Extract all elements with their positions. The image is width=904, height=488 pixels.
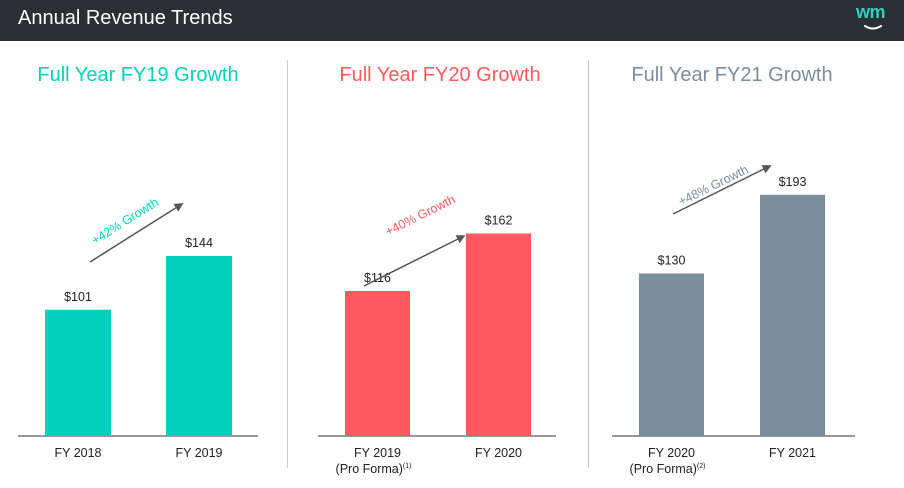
category-label: FY 2019 [354, 446, 401, 460]
growth-label: +48% Growth [676, 162, 750, 208]
category-label: FY 2021 [769, 446, 816, 460]
category-sublabel: (Pro Forma)(2) [630, 462, 706, 476]
category-label: FY 2020 [475, 446, 522, 460]
growth-label: +40% Growth [383, 192, 457, 239]
panel-title-fy21: Full Year FY21 Growth [631, 64, 833, 86]
bar-fy-2019 [166, 256, 232, 436]
category-label: FY 2018 [54, 446, 101, 460]
company-logo: wm [856, 2, 890, 32]
header-bar: Annual Revenue Trends wm [0, 0, 904, 41]
growth-arrow [89, 203, 184, 263]
footnote-marker: (2) [697, 463, 706, 470]
growth-arrow [672, 165, 772, 215]
value-label: $162 [485, 214, 513, 228]
logo-smile-icon [864, 25, 882, 30]
page-title: Annual Revenue Trends [18, 7, 233, 29]
panel-divider-1 [287, 60, 288, 468]
value-label: $130 [658, 254, 686, 268]
panel-title-fy19: Full Year FY19 Growth [37, 64, 239, 86]
footnote-marker: (1) [403, 463, 412, 470]
panel-divider-2 [588, 60, 589, 468]
category-sublabel: (Pro Forma)(1) [336, 462, 412, 476]
value-label: $144 [185, 236, 213, 250]
logo-wordmark: wm [856, 2, 886, 22]
category-label: FY 2019 [175, 446, 222, 460]
bar-fy-2019 [345, 291, 410, 436]
bar-fy-2020 [466, 233, 531, 436]
value-label: $101 [64, 290, 92, 304]
growth-arrow [363, 235, 466, 287]
bar-fy-2020 [639, 273, 704, 436]
value-label: $193 [779, 175, 807, 189]
panel-title-fy20: Full Year FY20 Growth [339, 64, 541, 86]
bar-fy-2021 [760, 194, 825, 436]
value-label: $116 [364, 271, 391, 285]
bar-fy-2018 [45, 309, 111, 436]
category-label: FY 2020 [648, 446, 695, 460]
